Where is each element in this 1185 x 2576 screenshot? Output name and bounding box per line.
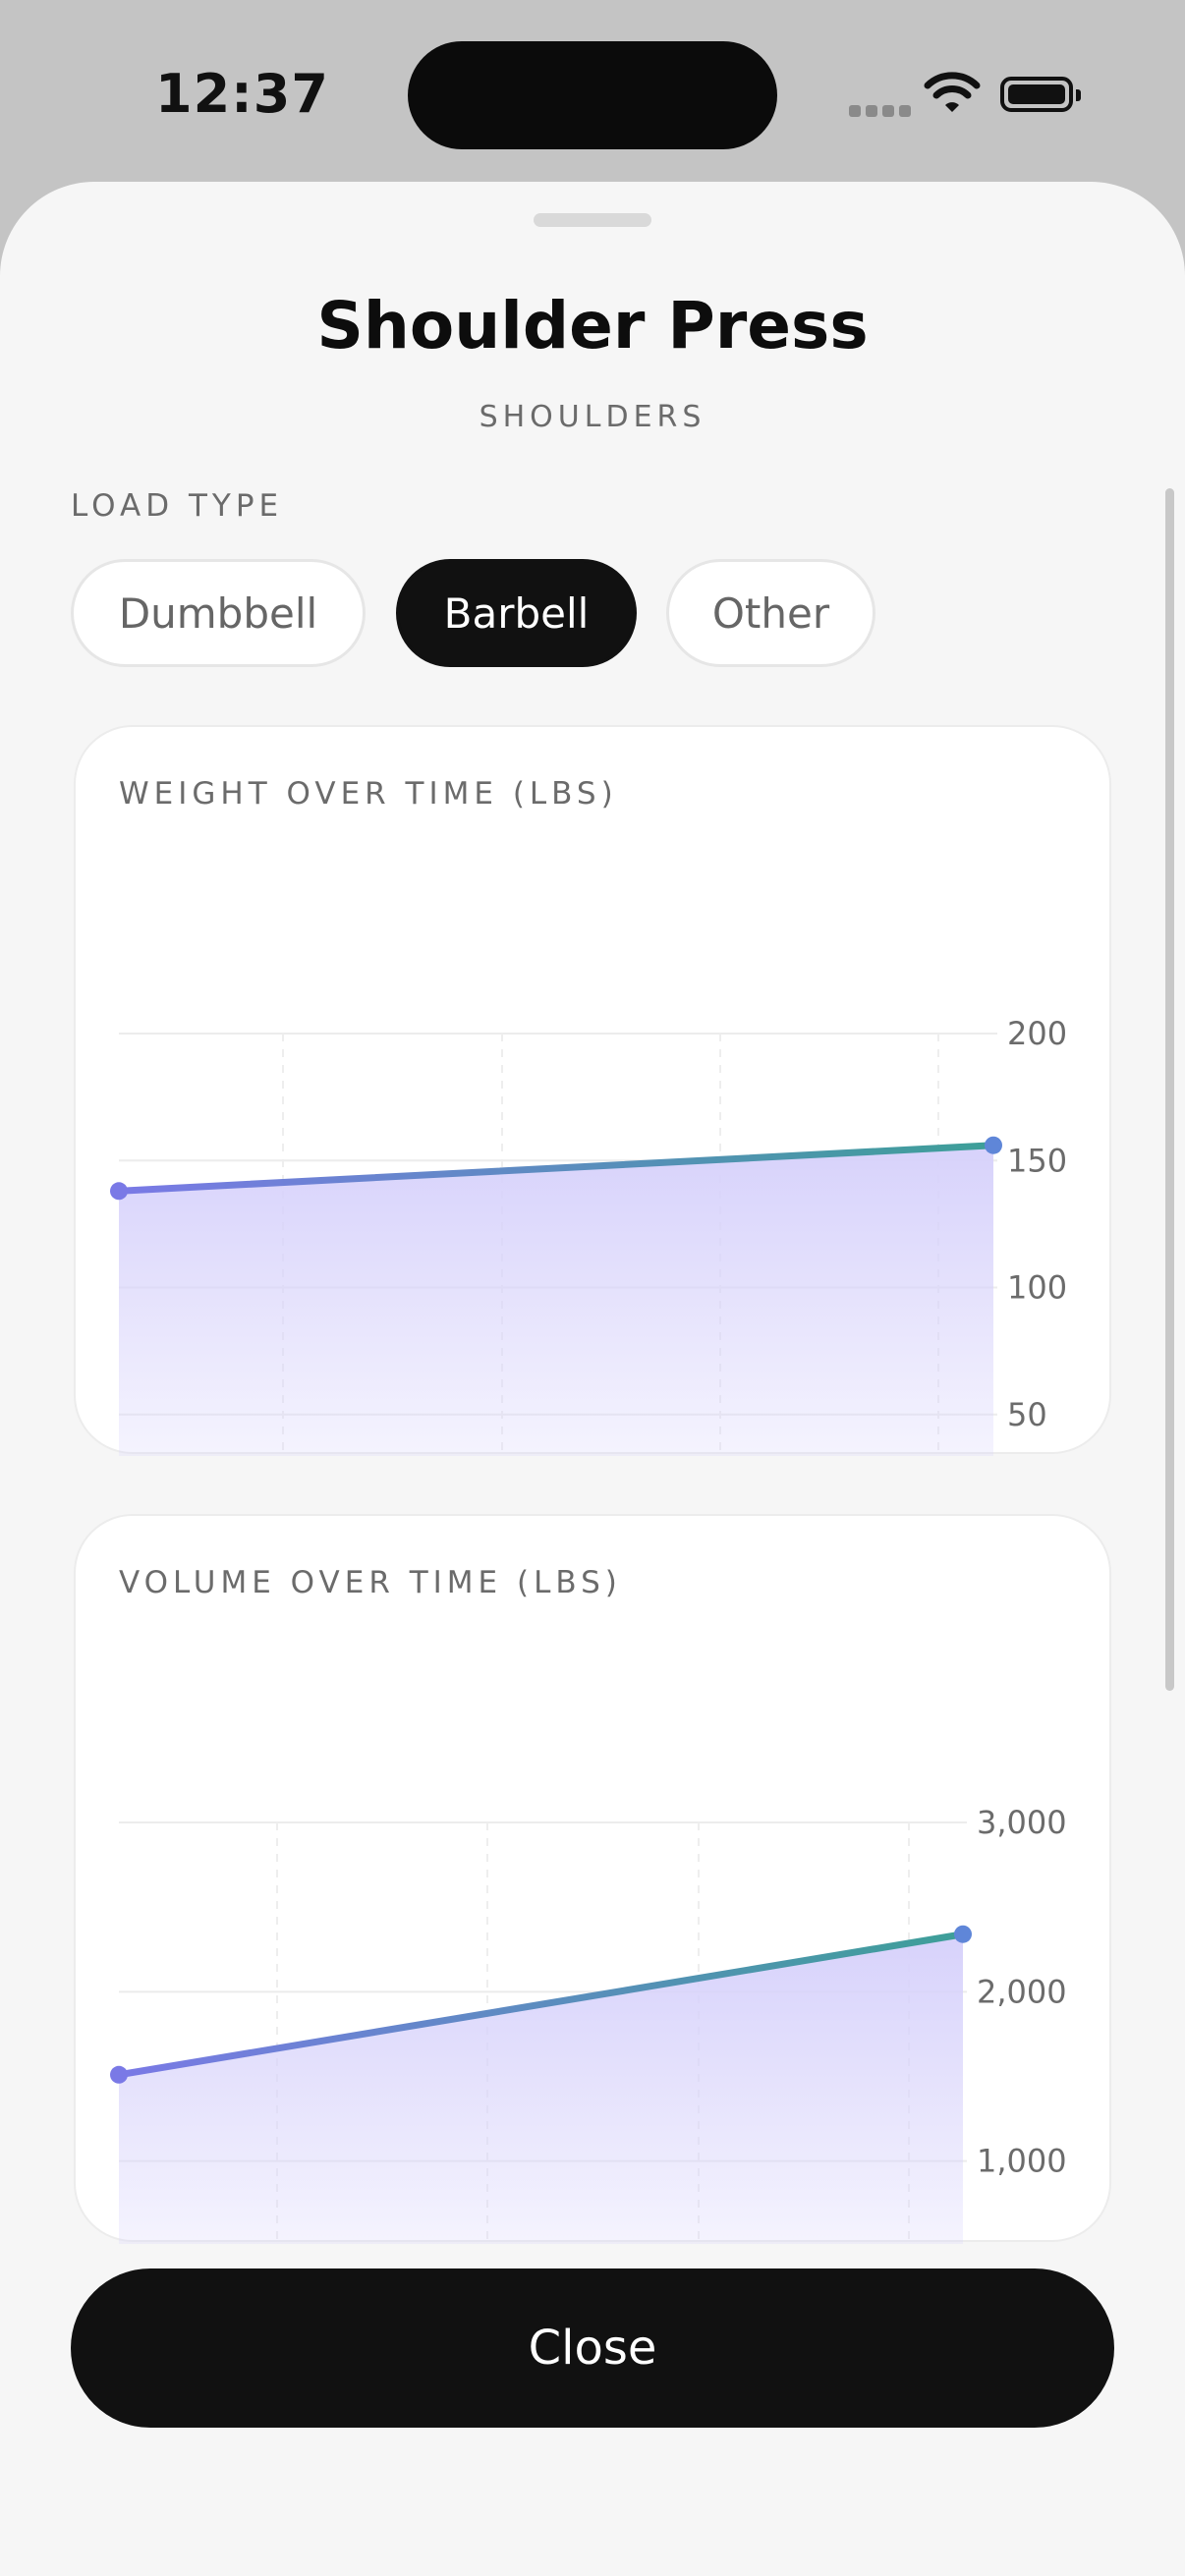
exercise-title: Shoulder Press [316, 288, 869, 364]
exercise-detail-sheet: Shoulder Press SHOULDERS LOAD TYPE Dumbb… [0, 182, 1185, 2576]
sheet-grabber[interactable] [534, 213, 651, 227]
y-tick-label: 100 [1007, 1269, 1067, 1307]
weight-chart-card: WEIGHT OVER TIME (LBS) 200150100500Jul 1… [74, 725, 1111, 1456]
weight-chart: 200150100500Jul 14Jul 16Jul 18... [110, 1015, 1067, 1456]
y-tick-label: 3,000 [977, 1804, 1067, 1841]
battery-icon [1000, 77, 1081, 112]
y-tick-label: 2,000 [977, 1973, 1067, 2010]
close-button[interactable]: Close [71, 2268, 1114, 2428]
data-point[interactable] [110, 2065, 128, 2084]
load-type-other-chip[interactable]: Other [666, 559, 875, 667]
status-time: 12:37 [155, 63, 329, 125]
load-type-barbell-chip[interactable]: Barbell [396, 559, 637, 667]
load-type-label: LOAD TYPE [71, 488, 284, 524]
volume-chart-title: VOLUME OVER TIME (LBS) [119, 1565, 622, 1600]
data-point[interactable] [985, 1136, 1002, 1154]
scrollbar[interactable] [1165, 488, 1174, 1691]
data-point[interactable] [954, 1925, 972, 1943]
muscle-group-label: SHOULDERS [479, 400, 706, 434]
series-area [119, 1933, 963, 2244]
y-tick-label: 50 [1007, 1396, 1047, 1433]
weight-chart-title: WEIGHT OVER TIME (LBS) [119, 776, 618, 812]
y-tick-label: 1,000 [977, 2143, 1067, 2180]
series-area [119, 1145, 993, 1456]
y-tick-label: 200 [1007, 1015, 1067, 1052]
wifi-icon [924, 72, 981, 112]
data-point[interactable] [110, 1182, 128, 1201]
series-line [115, 1142, 997, 1195]
load-type-dumbbell-chip[interactable]: Dumbbell [71, 559, 366, 667]
y-tick-label: 150 [1007, 1142, 1067, 1179]
dynamic-island [408, 41, 777, 149]
signal-dots-icon [849, 102, 916, 121]
volume-chart-card: VOLUME OVER TIME (LBS) 3,0002,0001,0000J… [74, 1514, 1111, 2244]
series-line [115, 1931, 967, 2079]
status-bar: 12:37 [0, 0, 1185, 187]
